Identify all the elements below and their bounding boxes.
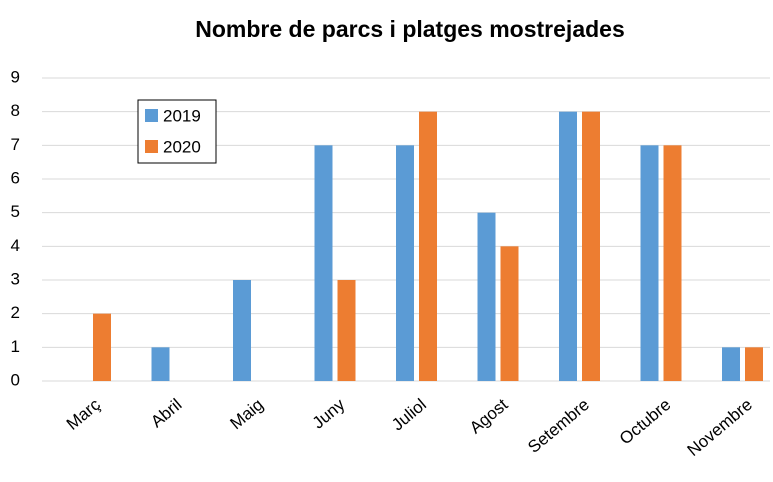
legend-label: 2020 (163, 137, 201, 156)
x-tick-label: Març (63, 395, 105, 434)
y-tick-label: 3 (11, 269, 20, 288)
y-tick-label: 0 (11, 370, 20, 389)
bar (337, 280, 356, 381)
x-tick-label: Novembre (684, 395, 756, 460)
y-tick-label: 5 (11, 202, 20, 221)
y-tick-label: 7 (11, 135, 20, 154)
y-tick-label: 9 (11, 67, 20, 86)
x-tick-label: Juny (309, 395, 349, 433)
bar (233, 280, 251, 381)
bar (151, 347, 170, 381)
bar (582, 111, 600, 382)
bar (500, 246, 519, 381)
x-tick-label: Maig (227, 395, 267, 433)
bar (314, 145, 333, 381)
x-tick-label: Juliol (388, 395, 430, 434)
bar (640, 145, 659, 381)
y-tick-label: 2 (11, 303, 20, 322)
x-tick-label: Agost (466, 395, 512, 438)
y-tick-label: 4 (11, 236, 20, 255)
bar (745, 347, 763, 381)
chart-title: Nombre de parcs i platges mostrejades (195, 16, 625, 42)
x-tick-label: Octubre (616, 395, 675, 448)
y-tick-label: 6 (11, 168, 20, 187)
bar (396, 145, 414, 381)
legend-swatch (145, 109, 158, 122)
bar (663, 145, 682, 381)
bar (93, 313, 111, 381)
bar (419, 111, 437, 382)
x-tick-label: Setembre (524, 395, 593, 457)
y-tick-label: 8 (11, 101, 20, 120)
legend-label: 2019 (163, 106, 201, 125)
legend: 2019 2020 (137, 99, 217, 164)
x-tick-label: Abril (147, 395, 185, 431)
legend-swatch (145, 140, 158, 153)
bar (477, 212, 496, 381)
bar (722, 347, 740, 381)
y-tick-label: 1 (11, 337, 20, 356)
bar (559, 111, 577, 382)
